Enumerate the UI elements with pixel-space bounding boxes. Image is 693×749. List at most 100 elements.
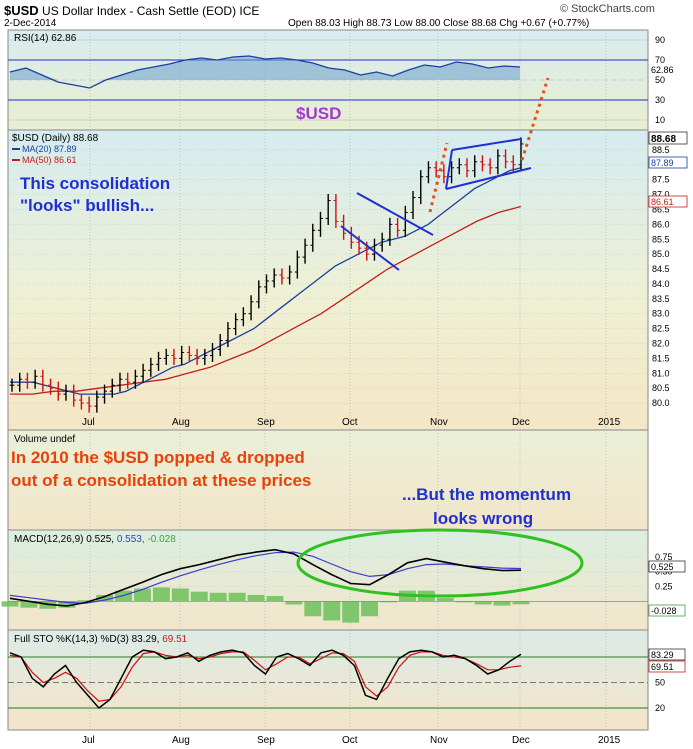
breakout-projection-oct (428, 142, 449, 213)
ma20-line (10, 167, 522, 395)
annotation-popped-line1: In 2010 the $USD popped & dropped (11, 448, 305, 467)
macd-histogram-bar (323, 601, 341, 621)
macd-hist-last-value: -0.028 (651, 606, 677, 616)
ohlc-summary: Open 88.03 High 88.73 Low 88.00 Close 88… (288, 18, 590, 29)
price-tick-label: 80.0 (652, 398, 670, 408)
last-ma20-box (648, 156, 688, 169)
macd-last-box (648, 560, 686, 573)
ma50-legend: MA(50) 86.61 (22, 155, 77, 165)
macd-histogram-bar (361, 601, 379, 617)
macd-tick-label: 0.25 (655, 581, 673, 591)
bottom-x-tick-label: 2015 (598, 735, 621, 746)
rsi-tick-label: 10 (655, 115, 665, 125)
sto-tick-label: 20 (655, 703, 665, 713)
macd-histogram-bar (266, 595, 284, 602)
chart-date: 2-Dec-2014 (4, 18, 57, 29)
macd-histogram-bar (209, 592, 227, 602)
macd-histogram-bar (190, 591, 208, 602)
sto-tick-label: 50 (655, 678, 665, 688)
price-tick-label: 85.0 (652, 249, 670, 259)
volume-label: Volume undef (14, 434, 75, 445)
macd-signal-line (9, 551, 522, 604)
sto-d-value: 69.51 (162, 634, 187, 645)
sto-d-last-box (648, 660, 686, 673)
macd-histogram-bar (512, 601, 530, 605)
price-tick-label: 88.5 (652, 145, 670, 155)
rsi-label: RSI(14) 62.86 (14, 33, 77, 44)
stockcharts-logo: © StockCharts.com (560, 3, 655, 15)
bottom-x-tick-label: Jul (82, 735, 95, 746)
macd-histogram-bar (77, 600, 95, 602)
price-tick-label: 85.5 (652, 234, 670, 244)
ma50-line (10, 205, 522, 395)
sto-d-last-value: 69.51 (651, 662, 674, 672)
price-tick-label: 87.5 (652, 175, 670, 185)
annotation-momentum-line2: looks wrong (433, 509, 533, 528)
price-x-tick-label: Aug (172, 417, 190, 428)
rsi-line (9, 55, 521, 89)
macd-histogram-bar (58, 601, 76, 608)
price-tick-label: 86.5 (652, 204, 670, 214)
rsi-fill (10, 56, 520, 80)
last-ma20-value: 87.89 (651, 158, 674, 168)
macd-hist-last-box (648, 604, 686, 617)
price-legend: $USD (Daily) 88.68 (12, 133, 99, 144)
annotation-popped-line2: out of a consolidation at these prices (11, 471, 311, 490)
bottom-x-tick-label: Oct (342, 735, 358, 746)
macd-signal-value: 0.553, (117, 534, 145, 545)
price-tick-label: 82.5 (652, 324, 670, 334)
last-ma50-value: 86.61 (651, 197, 674, 207)
last-price-box (648, 131, 688, 145)
volume-panel (7, 429, 649, 531)
macd-histogram-bar (474, 601, 492, 605)
bottom-x-tick-label: Aug (172, 735, 190, 746)
stochastic-label: Full STO %K(14,3) %D(3) 83.29, 69.51 (14, 634, 188, 645)
momentum-ellipse (296, 528, 584, 598)
macd-histogram-bar (20, 601, 38, 608)
rsi-last-value: 62.86 (651, 65, 674, 75)
stochastic-panel (7, 629, 649, 731)
macd-histogram-bar (493, 601, 511, 606)
price-x-tick-label: Oct (342, 417, 358, 428)
instrument-name: US Dollar Index - Cash Settle (EOD) ICE (42, 4, 260, 18)
sto-k-last-value: 83.29 (651, 650, 674, 660)
annotation-momentum-line1: ...But the momentum (402, 485, 571, 504)
annotation-consolidation-line1: This consolidation (20, 174, 170, 193)
macd-histogram-bar (96, 594, 114, 602)
price-x-tick-label: 2015 (598, 417, 621, 428)
macd-histogram-bar (342, 601, 360, 623)
price-tick-label: 83.0 (652, 309, 670, 319)
ma20-legend: MA(20) 87.89 (22, 144, 77, 154)
price-tick-label: 81.5 (652, 353, 670, 363)
macd-value: MACD(12,26,9) 0.525, (14, 534, 114, 545)
macd-histogram-bar (152, 587, 170, 602)
rsi-tick-label: 30 (655, 95, 665, 105)
price-x-tick-label: Nov (430, 417, 448, 428)
price-tick-label: 82.0 (652, 339, 670, 349)
bottom-x-tick-label: Dec (512, 735, 530, 746)
last-price-value: 88.68 (651, 134, 676, 145)
last-ma50-box (648, 195, 688, 208)
price-tick-label: 84.5 (652, 264, 670, 274)
macd-histogram-bar (304, 601, 322, 617)
macd-histogram-bar (171, 588, 189, 602)
macd-histogram-bar (380, 601, 397, 603)
breakout-projection-dec (520, 77, 550, 161)
symbol-label: $USD (4, 3, 39, 18)
bottom-x-tick-label: Nov (430, 735, 448, 746)
macd-histogram-bar (1, 601, 19, 607)
macd-line (9, 548, 522, 607)
macd-histogram-bar (247, 594, 265, 602)
price-tick-label: 87.0 (652, 190, 670, 200)
macd-histogram-bar (285, 601, 303, 605)
sto-k-line (9, 649, 522, 710)
price-tick-label: 81.0 (652, 368, 670, 378)
channel-pattern-nov (445, 138, 532, 190)
price-x-tick-label: Jul (82, 417, 95, 428)
macd-histogram-bar (436, 598, 454, 602)
chart-title: $USD US Dollar Index - Cash Settle (EOD)… (4, 3, 259, 18)
macd-last-value: 0.525 (651, 562, 674, 572)
macd-tick-label: 0.75 (655, 552, 673, 562)
price-tick-label: 80.5 (652, 383, 670, 393)
macd-histogram-bar (134, 588, 151, 602)
